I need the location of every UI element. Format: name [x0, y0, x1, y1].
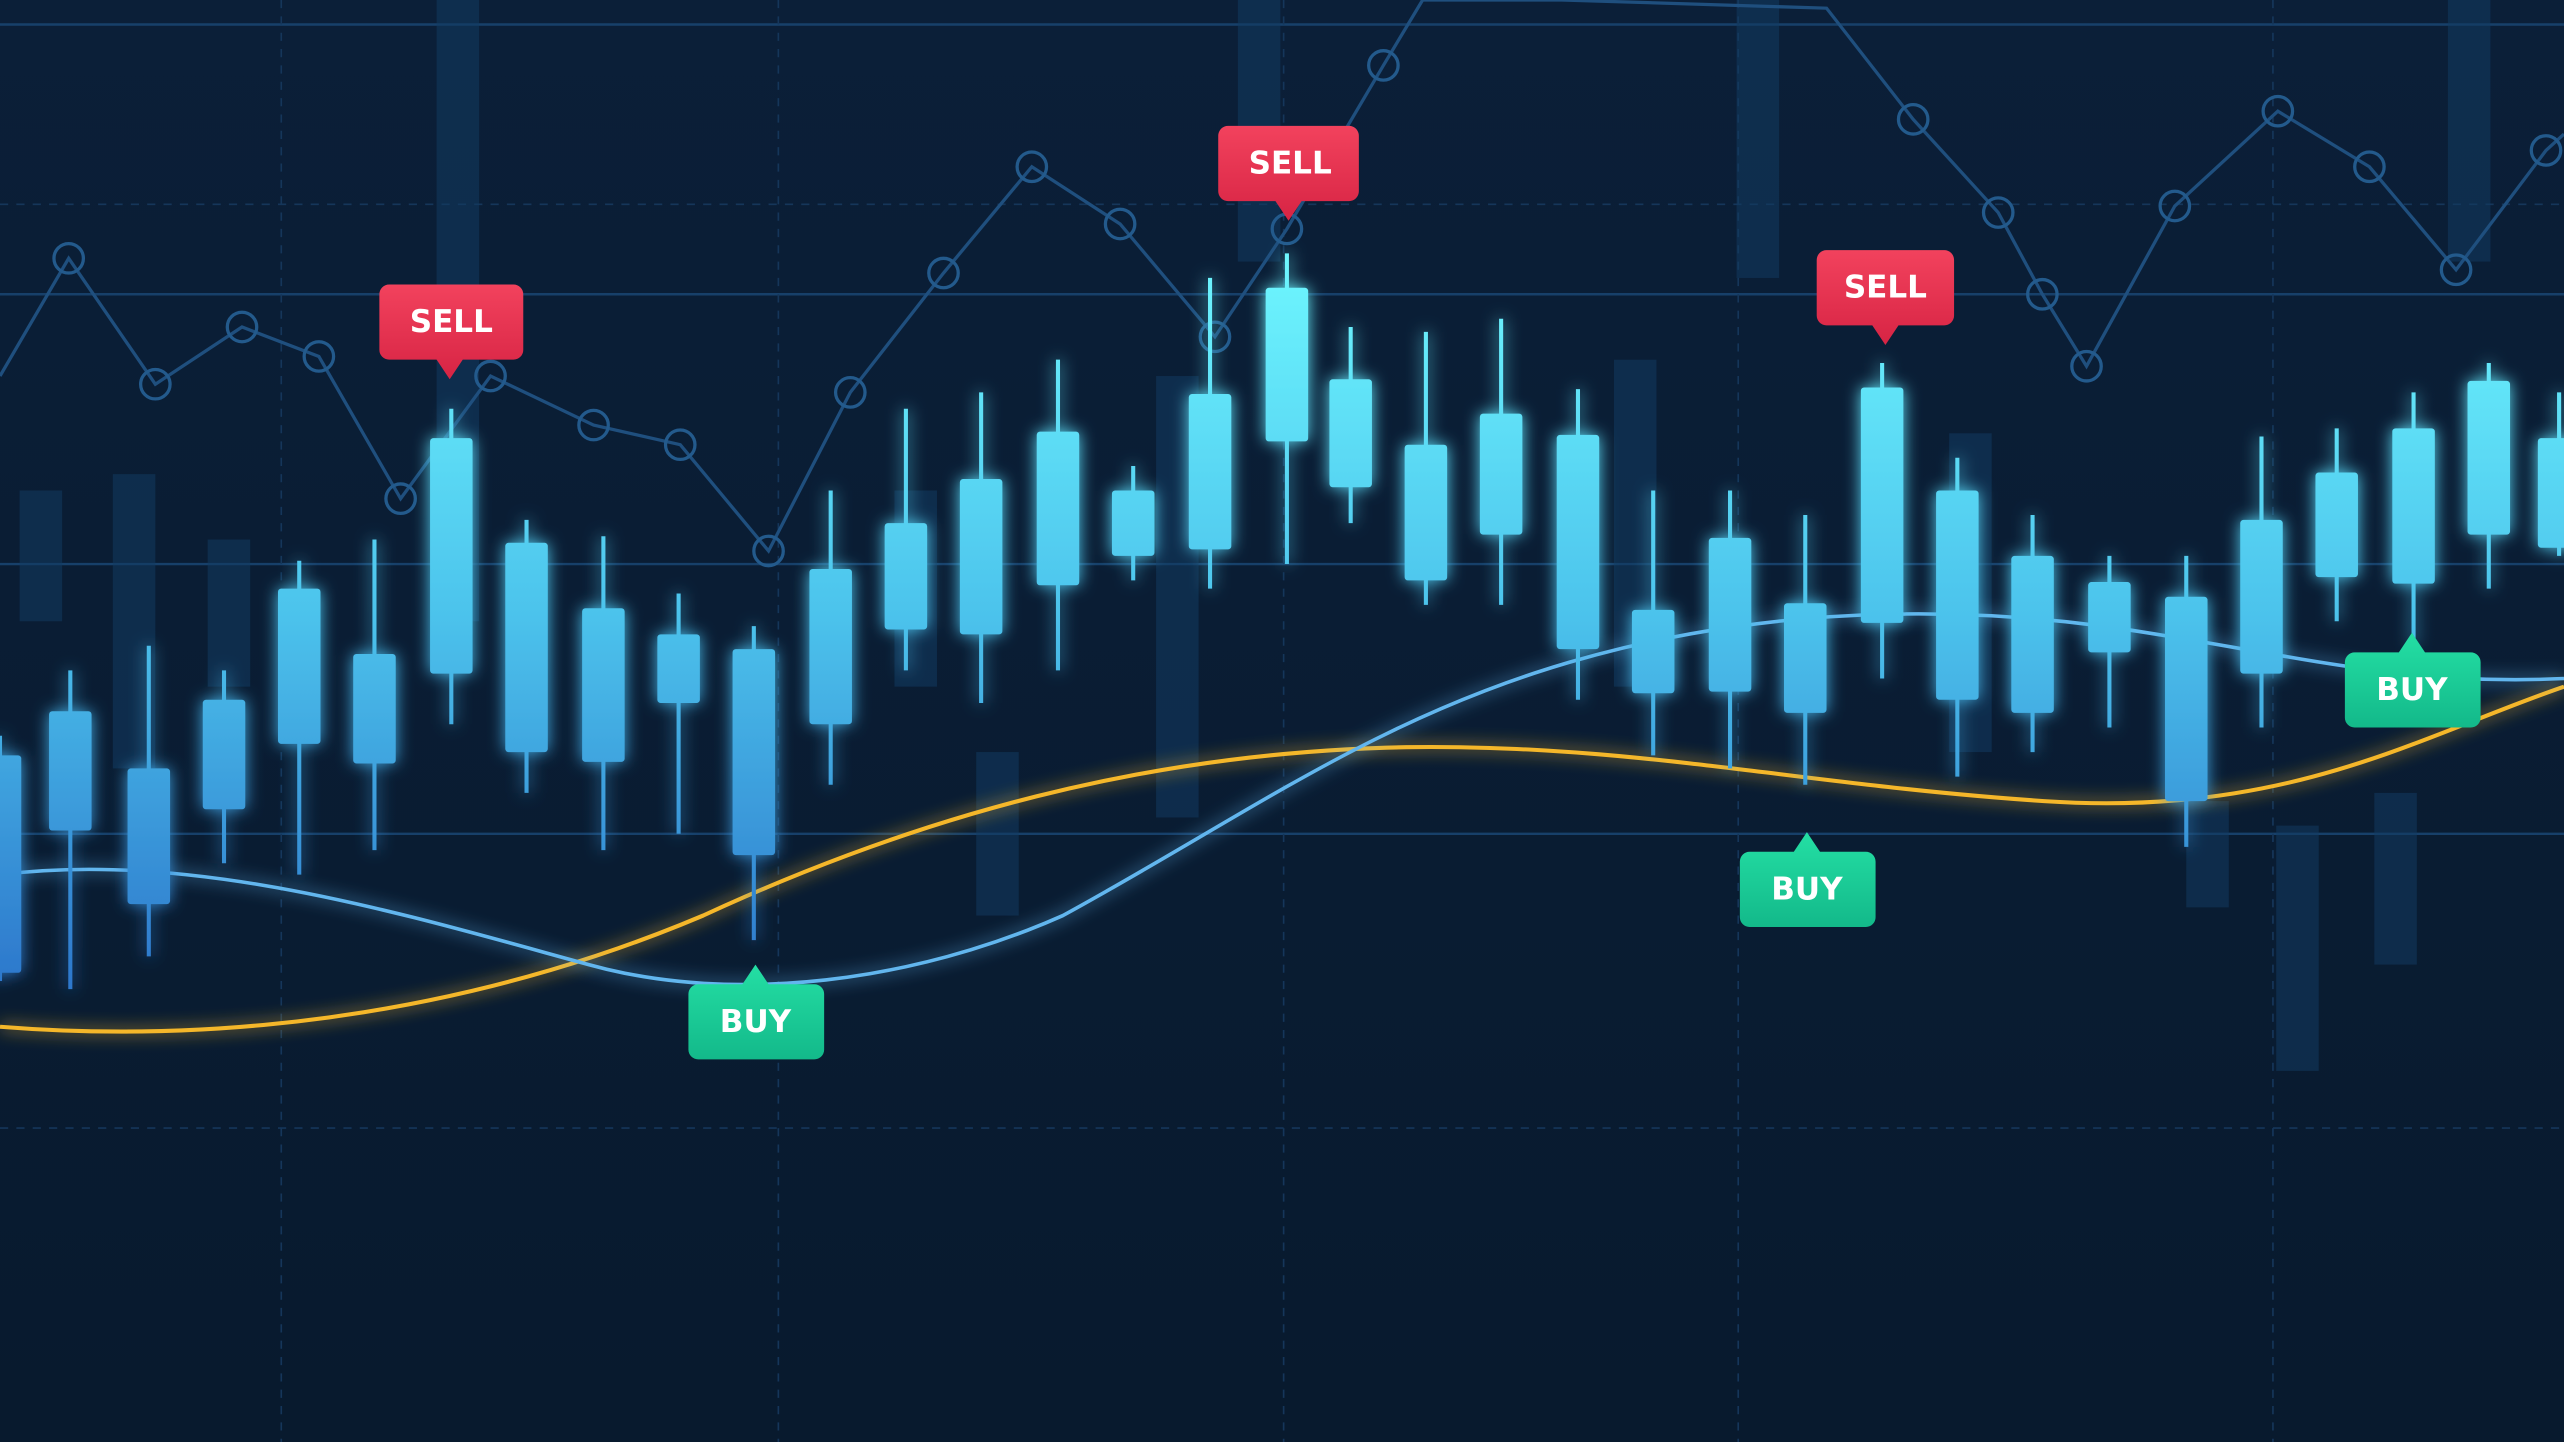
candle-body [1404, 444, 1448, 581]
background-line [0, 0, 2564, 554]
background-point [1198, 320, 1232, 354]
buy-signal: BUY [688, 964, 825, 1060]
background-candle [207, 539, 251, 687]
moving-average-fast [0, 612, 2564, 987]
candle-body [2392, 428, 2435, 584]
candle-body [732, 649, 776, 856]
background-point [2439, 253, 2473, 287]
candle-body [1329, 379, 1372, 488]
background-point [225, 310, 259, 344]
buy-badge [688, 964, 825, 1060]
candle-body [1265, 287, 1309, 442]
candle-body [1188, 394, 1232, 550]
candles [0, 253, 2564, 990]
buy-badge [2344, 632, 2481, 728]
candle-body [49, 711, 92, 831]
candle-body [353, 653, 396, 764]
candle-body [430, 438, 473, 674]
candle-body [2240, 519, 2283, 674]
candle-body [2315, 472, 2358, 578]
candle-body [1631, 609, 1675, 694]
background-point [1367, 49, 1400, 82]
background-point [1981, 196, 2015, 229]
background-point [2070, 349, 2103, 383]
background-point [2261, 94, 2295, 128]
candle-body [2537, 438, 2564, 548]
background-candle [19, 490, 63, 622]
background-point [302, 340, 336, 373]
background-point [138, 367, 172, 401]
background-candle [2276, 825, 2319, 1071]
candle-body [2165, 596, 2208, 802]
background-point [52, 241, 86, 275]
candle-body [2011, 555, 2054, 713]
background-point [2026, 277, 2059, 311]
sell-label: SELL [410, 304, 493, 340]
sell-label: SELL [1844, 270, 1927, 306]
sell-signal: SELL [379, 284, 524, 380]
background-point [663, 428, 697, 462]
buy-signal: BUY [2344, 632, 2481, 728]
sell-badge [1816, 250, 1955, 345]
candle-body [582, 608, 625, 762]
buy-badge [1739, 832, 1876, 927]
moving-average-slow [0, 684, 2564, 1034]
candle-body [1784, 603, 1827, 713]
candle-body [809, 568, 852, 725]
buy-label: BUY [720, 1004, 792, 1040]
sell-label: SELL [1249, 145, 1332, 181]
buy-label: BUY [1771, 871, 1843, 907]
candle-body [1936, 490, 1979, 700]
background-point [1896, 103, 1930, 136]
candle-body [127, 768, 171, 905]
candle-body [884, 523, 928, 630]
background-candle [2447, 0, 2491, 262]
candle-body [657, 634, 700, 704]
candle-body [0, 755, 22, 973]
candle-body [1479, 413, 1523, 535]
background-point [2529, 134, 2563, 167]
candle-body [1860, 387, 1904, 623]
candle-body [277, 588, 321, 744]
background-points [52, 49, 2563, 568]
background-candle [1736, 0, 1780, 278]
buy-label: BUY [2376, 672, 2448, 708]
sell-signal: SELL [1816, 250, 1955, 345]
sell-badge [379, 284, 524, 380]
background-point [752, 534, 785, 568]
candle-body [202, 699, 246, 810]
background-point [1015, 150, 1049, 184]
background-candle [2374, 792, 2417, 965]
background-point [2353, 150, 2386, 184]
background-point [1103, 207, 1137, 241]
background-point [577, 408, 610, 442]
candle-body [2467, 380, 2511, 535]
candle-body [1036, 431, 1080, 586]
buy-signal: BUY [1739, 832, 1876, 927]
background-point [927, 256, 960, 290]
background-point [2158, 189, 2192, 223]
candle-body [1111, 490, 1155, 556]
candle-body [505, 542, 548, 753]
candle-body [2088, 582, 2131, 653]
candle-body [1708, 537, 1752, 692]
candle-body [959, 479, 1003, 635]
background-point [833, 376, 867, 409]
background-point [384, 482, 417, 515]
background-point [474, 359, 507, 393]
background-candle [2186, 801, 2229, 908]
sell-signal: SELL [1218, 125, 1359, 221]
candle-body [1556, 434, 1600, 650]
sell-badge [1218, 125, 1359, 221]
background-candle [976, 752, 1019, 916]
